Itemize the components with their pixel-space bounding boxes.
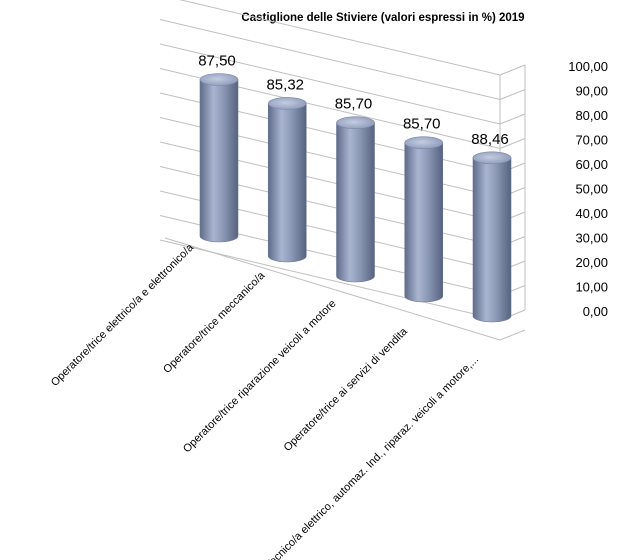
y-tick-label: 40,00 — [575, 206, 608, 221]
category-label: Tecnico/a elettrico, automaz. Ind., ripa… — [263, 354, 481, 560]
bar — [472, 151, 512, 323]
y-tick-label: 70,00 — [575, 133, 608, 148]
bar-top — [404, 136, 444, 150]
bar-top — [472, 151, 512, 165]
data-label: 87,50 — [198, 53, 236, 70]
y-tick-label: 10,00 — [575, 280, 608, 295]
data-label: 85,32 — [266, 76, 304, 93]
y-tick-label: 30,00 — [575, 231, 608, 246]
data-label: 85,70 — [403, 116, 441, 133]
y-tick-label: 90,00 — [575, 84, 608, 99]
y-tick-label: 0,00 — [583, 304, 608, 319]
bar-top — [336, 116, 375, 130]
y-tick-label: 80,00 — [575, 108, 608, 123]
bars — [199, 73, 512, 323]
bar-body — [336, 122, 375, 283]
bar — [267, 97, 307, 263]
data-label: 88,46 — [471, 131, 509, 148]
floor-edge — [164, 237, 501, 341]
bar — [404, 136, 444, 303]
y-tick-label: 20,00 — [575, 255, 608, 270]
y-tick-label: 50,00 — [575, 182, 608, 197]
bar-body — [404, 142, 444, 303]
bar — [336, 116, 375, 283]
bar-body — [199, 79, 239, 243]
bar-body — [472, 157, 512, 323]
floor-side-edge — [499, 329, 526, 341]
bar — [199, 73, 239, 243]
y-tick-label: 100,00 — [568, 59, 608, 74]
y-tick-label: 60,00 — [575, 157, 608, 172]
data-labels: 87,50 85,32 85,70 85,70 88,46 — [198, 53, 509, 148]
category-label: Operatore/trice meccanico/a — [161, 269, 268, 376]
bar-body — [267, 103, 307, 263]
chart-title: Castiglione delle Stiviere (valori espre… — [241, 12, 524, 24]
bar-top — [267, 97, 307, 110]
y-axis-ticks: 0,00 10,00 20,00 30,00 40,00 50,00 60,00 70,00 8… — [568, 59, 608, 319]
bar-top — [199, 73, 239, 86]
category-label: Operatore/trice riparazione veicoli a mo… — [181, 298, 339, 456]
data-label: 85,70 — [335, 96, 373, 113]
